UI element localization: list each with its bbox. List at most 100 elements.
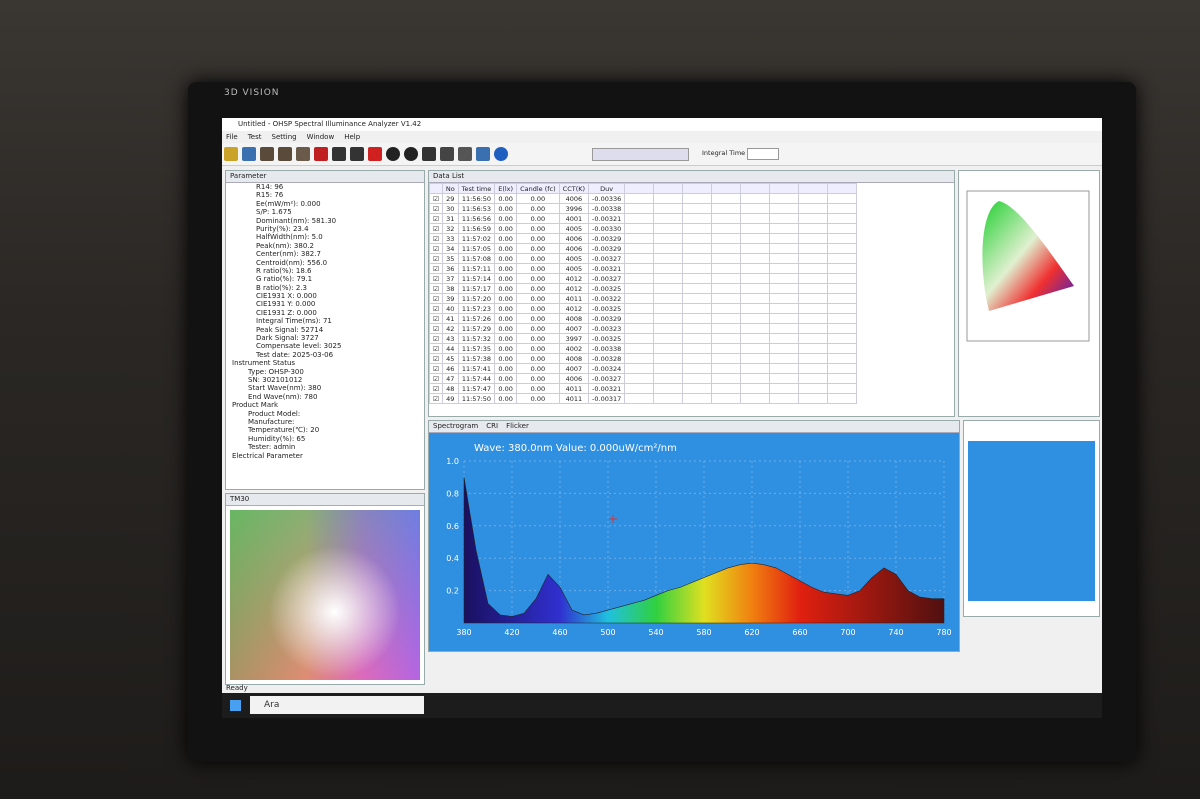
- checkbox-cell[interactable]: ☑: [429, 373, 443, 384]
- data-row: ☑ 35 11:57:08 0.00 0.00 4005 -0.00327: [429, 253, 858, 264]
- checkbox-cell[interactable]: ☑: [429, 333, 443, 344]
- integral-time-input[interactable]: [747, 148, 779, 160]
- status-bar: Ready: [226, 684, 248, 692]
- cell-extra: [740, 263, 771, 274]
- column-header: Candle (fc): [516, 183, 560, 194]
- menu-item[interactable]: File: [226, 133, 238, 141]
- cell: 30: [441, 203, 459, 214]
- cell-extra: [769, 363, 800, 374]
- tool-button[interactable]: [404, 147, 418, 161]
- tree-item: CIE1931 Y: 0.000: [256, 300, 316, 309]
- cell: 42: [441, 323, 459, 334]
- tool-button[interactable]: [224, 147, 238, 161]
- cell-extra: [682, 263, 713, 274]
- cell-extra: [769, 233, 800, 244]
- cell-extra: [624, 353, 655, 364]
- checkbox-cell[interactable]: ☑: [429, 233, 443, 244]
- checkbox-cell[interactable]: ☑: [429, 263, 443, 274]
- cell: 0.00: [494, 313, 518, 324]
- checkbox-cell[interactable]: ☑: [429, 273, 443, 284]
- cell-extra: [827, 203, 858, 214]
- tool-button[interactable]: [422, 147, 436, 161]
- tool-button[interactable]: [440, 147, 454, 161]
- tool-button[interactable]: [314, 147, 328, 161]
- tool-button[interactable]: [476, 147, 490, 161]
- tree-group[interactable]: Instrument Status: [232, 359, 296, 368]
- menu-item[interactable]: Window: [306, 133, 335, 141]
- tab[interactable]: CRI: [486, 422, 499, 430]
- cell-extra: [624, 333, 655, 344]
- tab[interactable]: Flicker: [506, 422, 529, 430]
- menu-item[interactable]: Setting: [271, 133, 297, 141]
- tool-button[interactable]: [278, 147, 292, 161]
- tree-group[interactable]: Electrical Parameter: [232, 451, 303, 460]
- start-button[interactable]: [230, 700, 241, 711]
- tool-button[interactable]: [458, 147, 472, 161]
- cell: 0.00: [494, 303, 518, 314]
- cell-extra: [711, 223, 742, 234]
- cell-extra: [827, 243, 858, 254]
- tool-button[interactable]: [296, 147, 310, 161]
- checkbox-cell[interactable]: ☑: [429, 293, 443, 304]
- cell-extra: [682, 233, 713, 244]
- checkbox-cell[interactable]: ☑: [429, 303, 443, 314]
- checkbox-cell[interactable]: ☑: [429, 383, 443, 394]
- data-row: ☑ 31 11:56:56 0.00 0.00 4001 -0.00321: [429, 213, 858, 224]
- cell-extra: [769, 393, 800, 404]
- tool-button[interactable]: [260, 147, 274, 161]
- cell-extra: [682, 373, 713, 384]
- checkbox-cell[interactable]: ☑: [429, 283, 443, 294]
- checkbox-cell[interactable]: ☑: [429, 213, 443, 224]
- cell-extra: [711, 263, 742, 274]
- tree-item: R15: 76: [256, 191, 284, 200]
- cell-extra: [682, 343, 713, 354]
- checkbox-cell[interactable]: ☑: [429, 323, 443, 334]
- tree-item: CIE1931 X: 0.000: [256, 292, 317, 301]
- cell-extra: [827, 283, 858, 294]
- tree-item: Peak Signal: 52714: [256, 325, 324, 334]
- tab[interactable]: Spectrogram: [433, 422, 479, 430]
- checkbox-cell[interactable]: ☑: [429, 223, 443, 234]
- tree-group[interactable]: Product Mark: [232, 401, 279, 410]
- cell: 0.00: [516, 353, 560, 364]
- x-tick-label: 380: [456, 628, 471, 637]
- checkbox-cell[interactable]: ☑: [429, 193, 443, 204]
- cell: -0.00330: [588, 223, 626, 234]
- panel-header: TM30: [226, 494, 424, 506]
- tree-item: End Wave(nm): 780: [248, 392, 318, 401]
- cell-extra: [827, 273, 858, 284]
- tool-button[interactable]: [242, 147, 256, 161]
- cell-extra: [624, 383, 655, 394]
- column-header-extra: [798, 183, 829, 194]
- menu-item[interactable]: Test: [247, 133, 262, 141]
- cell: 4011: [558, 393, 590, 404]
- checkbox-cell[interactable]: ☑: [429, 353, 443, 364]
- cell-extra: [769, 193, 800, 204]
- tool-button[interactable]: [332, 147, 346, 161]
- cell-extra: [711, 243, 742, 254]
- checkbox-cell[interactable]: ☑: [429, 363, 443, 374]
- cell-extra: [740, 293, 771, 304]
- menu-item[interactable]: Help: [344, 133, 361, 141]
- cell-extra: [798, 313, 829, 324]
- tool-button[interactable]: [368, 147, 382, 161]
- checkbox-cell[interactable]: ☑: [429, 313, 443, 324]
- tree-item: Start Wave(nm): 380: [248, 384, 322, 393]
- tool-button[interactable]: [386, 147, 400, 161]
- sticker: 3D VISION: [224, 88, 280, 98]
- checkbox-cell[interactable]: ☑: [429, 343, 443, 354]
- tool-button[interactable]: [350, 147, 364, 161]
- cell-extra: [740, 233, 771, 244]
- checkbox-cell[interactable]: ☑: [429, 203, 443, 214]
- checkbox-cell[interactable]: ☑: [429, 243, 443, 254]
- search-box[interactable]: Ara: [250, 696, 424, 714]
- tool-button[interactable]: [494, 147, 508, 161]
- panel-header: Parameter: [226, 171, 424, 183]
- cell-extra: [798, 243, 829, 254]
- checkbox-cell[interactable]: ☑: [429, 393, 443, 404]
- cell-extra: [711, 343, 742, 354]
- cell-extra: [682, 213, 713, 224]
- cell-extra: [798, 203, 829, 214]
- checkbox-cell[interactable]: ☑: [429, 253, 443, 264]
